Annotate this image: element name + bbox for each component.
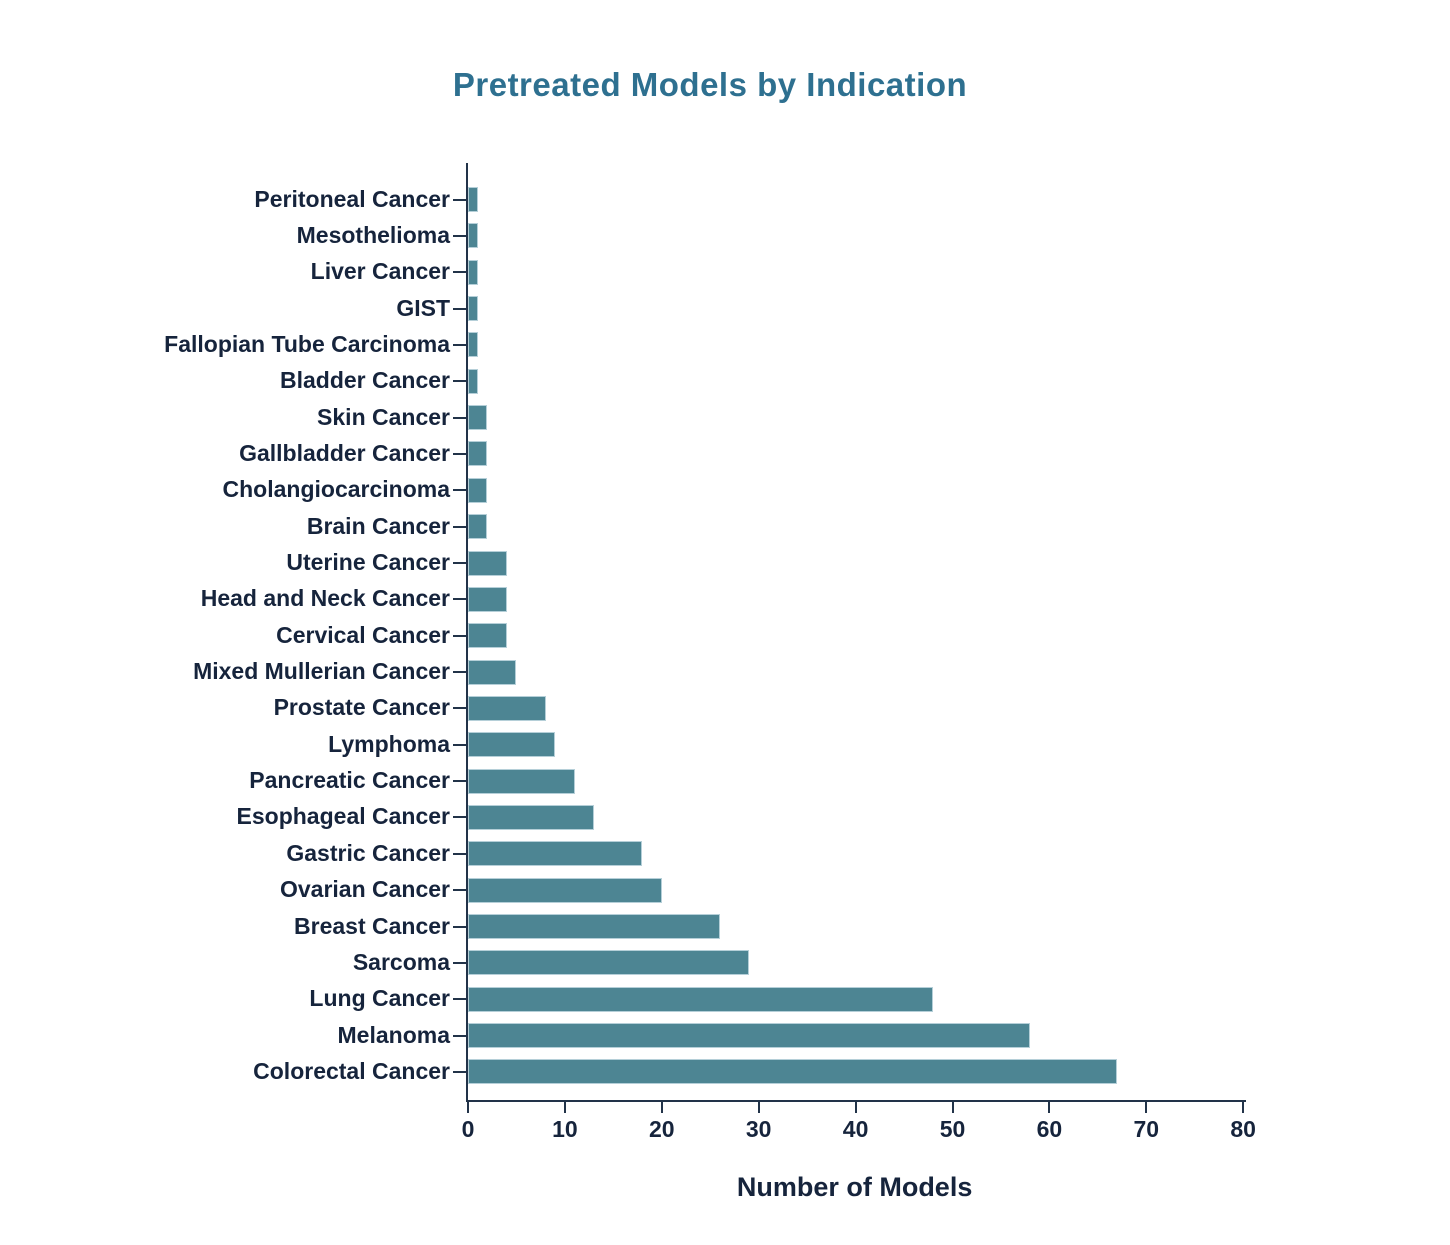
x-tick <box>951 1100 954 1113</box>
x-tick <box>660 1100 663 1113</box>
bar <box>468 914 720 939</box>
bar <box>468 950 749 976</box>
bar <box>468 804 594 830</box>
category-label: Prostate Cancer <box>273 694 450 721</box>
bar <box>468 623 507 649</box>
category-label: Sarcoma <box>352 948 450 975</box>
category-label: Uterine Cancer <box>286 549 450 575</box>
bar <box>468 695 546 721</box>
category-label: Colorectal Cancer <box>253 1057 450 1084</box>
bar <box>468 732 555 758</box>
y-tick <box>453 671 467 674</box>
bar <box>468 1023 1030 1049</box>
y-tick <box>453 380 467 383</box>
category-label: Mixed Mullerian Cancer <box>193 658 450 685</box>
x-tick-label: 20 <box>649 1116 675 1142</box>
bar <box>468 477 487 503</box>
bar <box>468 877 662 903</box>
x-tick-label: 80 <box>1230 1116 1256 1142</box>
category-label: Mesothelioma <box>296 221 450 248</box>
y-tick <box>453 234 467 237</box>
bar <box>468 296 478 322</box>
x-tick-label: 10 <box>552 1116 578 1142</box>
y-tick <box>453 1070 467 1073</box>
y-tick <box>453 307 467 310</box>
category-label: Esophageal Cancer <box>236 803 450 830</box>
x-tick <box>1242 1100 1245 1113</box>
x-tick <box>1145 1100 1148 1113</box>
x-tick <box>1048 1100 1051 1113</box>
y-tick <box>453 634 467 637</box>
bar <box>468 405 487 431</box>
x-tick-label: 0 <box>461 1116 475 1142</box>
y-tick <box>453 998 467 1001</box>
category-label: GIST <box>396 294 450 321</box>
y-tick <box>453 198 467 201</box>
bar <box>468 550 507 576</box>
y-tick <box>453 562 467 564</box>
x-tick-label: 30 <box>745 1116 772 1142</box>
x-tick <box>757 1100 760 1113</box>
y-tick <box>453 816 467 819</box>
category-label: Fallopian Tube Carcinoma <box>164 330 450 357</box>
y-tick <box>453 452 467 455</box>
bar <box>468 514 487 540</box>
y-tick <box>453 525 467 528</box>
bar <box>468 768 575 794</box>
x-tick <box>563 1100 566 1113</box>
category-label: Brain Cancer <box>306 512 450 539</box>
y-tick <box>453 852 467 855</box>
bar <box>468 586 507 612</box>
bar <box>468 1059 1117 1085</box>
x-tick <box>467 1100 469 1113</box>
x-tick-label: 70 <box>1133 1116 1160 1142</box>
bar <box>468 259 478 285</box>
bar <box>468 841 642 867</box>
bar <box>468 659 516 685</box>
category-label: Cholangiocarcinoma <box>222 476 450 503</box>
y-tick <box>453 489 467 492</box>
category-label: Bladder Cancer <box>279 367 450 394</box>
y-tick <box>453 271 467 274</box>
x-tick-label: 40 <box>842 1116 869 1142</box>
bar <box>468 187 478 212</box>
x-axis-title: Number of Models <box>736 1172 973 1202</box>
category-label: Lymphoma <box>328 730 450 757</box>
y-tick <box>453 598 467 601</box>
y-tick <box>453 707 467 710</box>
category-label: Gallbladder Cancer <box>239 439 450 466</box>
bar <box>468 223 478 249</box>
category-label: Pancreatic Cancer <box>249 767 450 794</box>
category-label: Skin Cancer <box>317 403 450 430</box>
x-tick-label: 60 <box>1036 1116 1063 1142</box>
y-tick <box>453 961 467 964</box>
chart-title: Pretreated Models by Indication <box>452 66 968 103</box>
category-label: Gastric Cancer <box>286 839 450 866</box>
category-label: Ovarian Cancer <box>279 876 450 903</box>
bar <box>468 332 478 358</box>
x-tick <box>854 1100 857 1113</box>
category-label: Liver Cancer <box>310 258 450 285</box>
y-tick <box>453 1034 467 1037</box>
y-tick <box>453 780 467 783</box>
y-axis-line <box>466 163 468 1102</box>
category-label: Peritoneal Cancer <box>254 185 450 212</box>
y-tick <box>453 925 467 928</box>
category-label: Lung Cancer <box>309 985 450 1012</box>
x-tick-label: 50 <box>939 1116 966 1142</box>
bar <box>468 368 478 394</box>
category-label: Breast Cancer <box>294 912 450 939</box>
y-tick <box>453 343 467 346</box>
y-tick <box>453 889 467 892</box>
category-label: Cervical Cancer <box>276 621 450 648</box>
bar <box>468 441 487 467</box>
bar <box>468 986 933 1012</box>
y-tick <box>453 743 467 746</box>
y-tick <box>453 416 467 419</box>
category-label: Head and Neck Cancer <box>200 585 450 612</box>
category-label: Melanoma <box>337 1021 450 1048</box>
